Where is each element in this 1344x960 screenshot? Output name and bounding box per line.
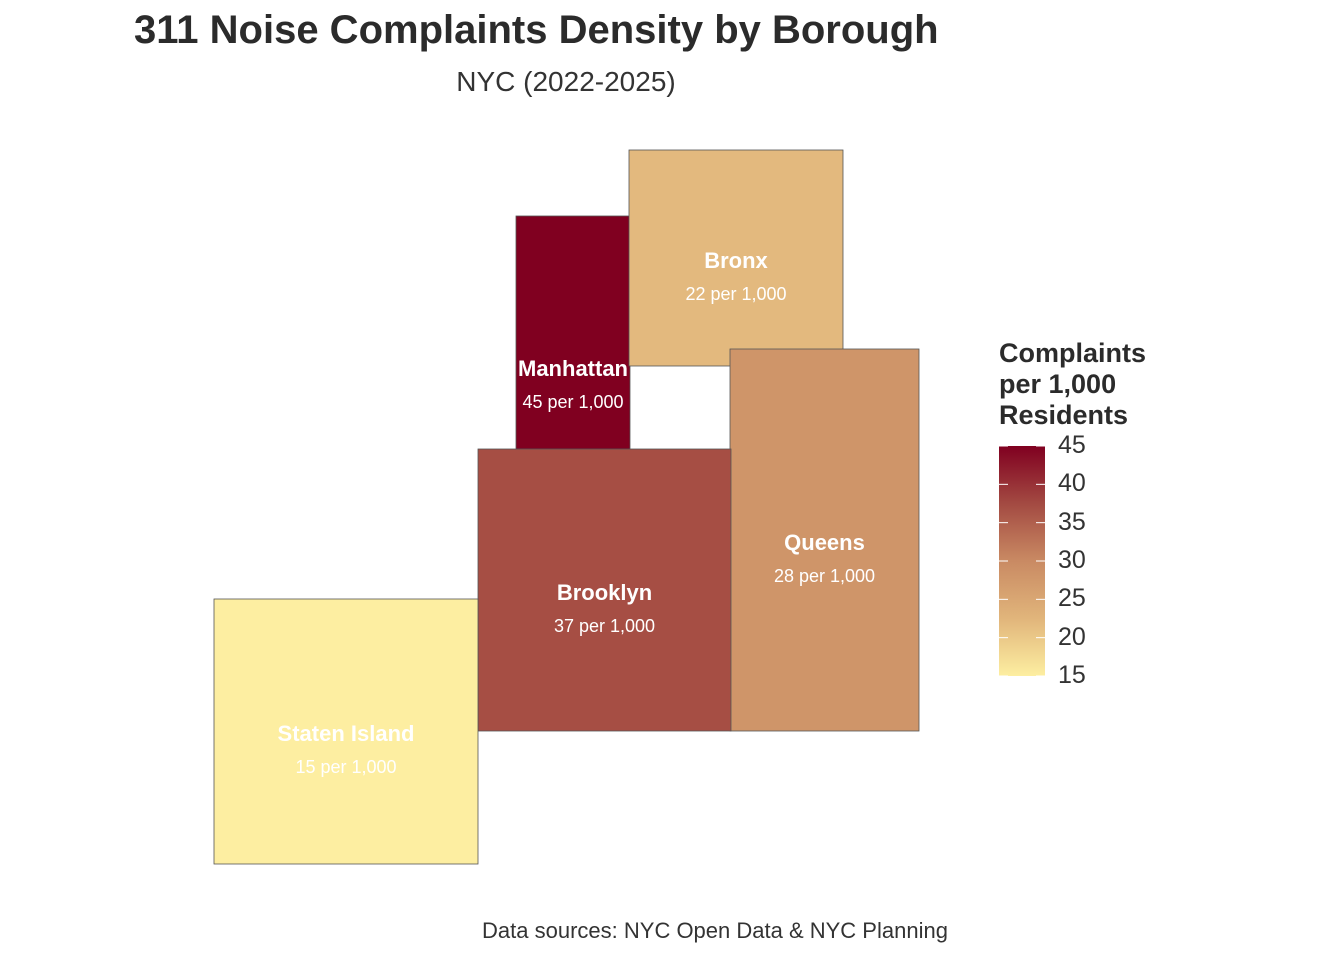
tile-label-manhattan: Manhattan bbox=[518, 356, 628, 381]
tile-label-brooklyn: Brooklyn bbox=[557, 580, 652, 605]
tile-staten-island bbox=[213, 598, 479, 865]
tile-label-staten-island: Staten Island bbox=[278, 721, 415, 746]
legend-title: Complaints per 1,000 Residents bbox=[999, 338, 1146, 431]
tile-value-staten-island: 15 per 1,000 bbox=[295, 757, 396, 777]
tile-brooklyn bbox=[477, 448, 732, 732]
legend-tick-label: 45 bbox=[1058, 431, 1086, 459]
chart-title: 311 Noise Complaints Density by Borough bbox=[134, 8, 939, 52]
chart-caption: Data sources: NYC Open Data & NYC Planni… bbox=[482, 918, 948, 943]
tile-label-bronx: Bronx bbox=[704, 248, 768, 273]
tile-manhattan bbox=[515, 215, 631, 451]
borough-tiles bbox=[213, 149, 920, 865]
chart-subtitle: NYC (2022-2025) bbox=[456, 66, 676, 97]
legend-tick-label: 20 bbox=[1058, 622, 1086, 651]
legend-title-line: Residents bbox=[999, 400, 1129, 430]
tile-value-bronx: 22 per 1,000 bbox=[685, 284, 786, 304]
tile-bronx bbox=[628, 149, 844, 367]
legend-tick-label: 35 bbox=[1058, 507, 1086, 536]
legend-tick-label: 30 bbox=[1058, 546, 1086, 574]
tile-value-brooklyn: 37 per 1,000 bbox=[554, 616, 655, 636]
legend-title-line: per 1,000 bbox=[999, 369, 1117, 399]
borough-labels: Manhattan 45 per 1,000 Bronx 22 per 1,000 Qu… bbox=[278, 248, 876, 777]
tile-queens bbox=[729, 348, 920, 732]
legend-tick-label: 25 bbox=[1058, 584, 1086, 613]
legend-title-line: Complaints bbox=[999, 338, 1147, 368]
legend-tick-label: 15 bbox=[1058, 661, 1086, 689]
tile-value-queens: 28 per 1,000 bbox=[774, 566, 875, 586]
legend-tick-label: 40 bbox=[1058, 469, 1086, 498]
tile-value-manhattan: 45 per 1,000 bbox=[522, 392, 623, 412]
tile-label-queens: Queens bbox=[784, 530, 865, 555]
